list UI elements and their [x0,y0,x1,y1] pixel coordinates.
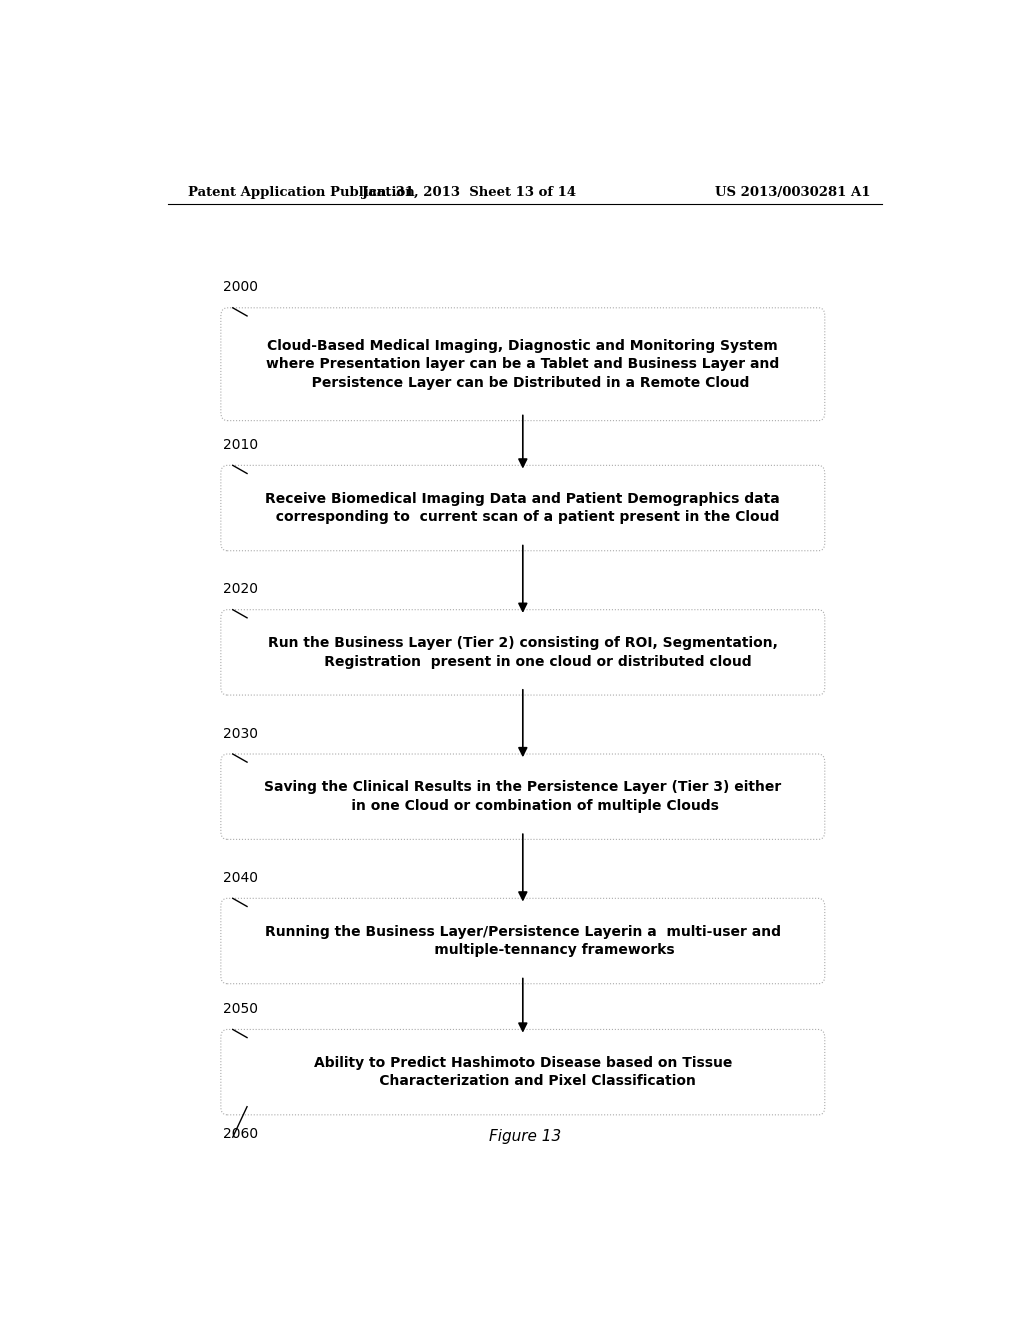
Text: 2060: 2060 [223,1127,258,1140]
Text: US 2013/0030281 A1: US 2013/0030281 A1 [715,186,870,199]
Text: 2050: 2050 [223,1002,258,1016]
Text: 2020: 2020 [223,582,258,597]
FancyBboxPatch shape [221,1030,824,1115]
Text: Patent Application Publication: Patent Application Publication [187,186,415,199]
Text: Saving the Clinical Results in the Persistence Layer (Tier 3) either
     in one: Saving the Clinical Results in the Persi… [264,780,781,813]
FancyBboxPatch shape [221,899,824,983]
Text: Ability to Predict Hashimoto Disease based on Tissue
      Characterization and : Ability to Predict Hashimoto Disease bas… [313,1056,732,1089]
Text: Cloud-Based Medical Imaging, Diagnostic and Monitoring System
where Presentation: Cloud-Based Medical Imaging, Diagnostic … [266,339,779,389]
Text: 2030: 2030 [223,727,258,741]
Text: Receive Biomedical Imaging Data and Patient Demographics data
  corresponding to: Receive Biomedical Imaging Data and Pati… [265,492,780,524]
FancyBboxPatch shape [221,610,824,696]
FancyBboxPatch shape [221,754,824,840]
Text: 2000: 2000 [223,280,258,294]
FancyBboxPatch shape [221,466,824,550]
FancyBboxPatch shape [221,308,824,421]
Text: Run the Business Layer (Tier 2) consisting of ROI, Segmentation,
      Registrat: Run the Business Layer (Tier 2) consisti… [268,636,778,668]
Text: 2040: 2040 [223,871,258,884]
Text: 2010: 2010 [223,438,258,451]
Text: Running the Business Layer/Persistence Layerin a  multi-user and
             mu: Running the Business Layer/Persistence L… [265,925,781,957]
Text: Jan. 31, 2013  Sheet 13 of 14: Jan. 31, 2013 Sheet 13 of 14 [362,186,577,199]
Text: Figure 13: Figure 13 [488,1129,561,1143]
